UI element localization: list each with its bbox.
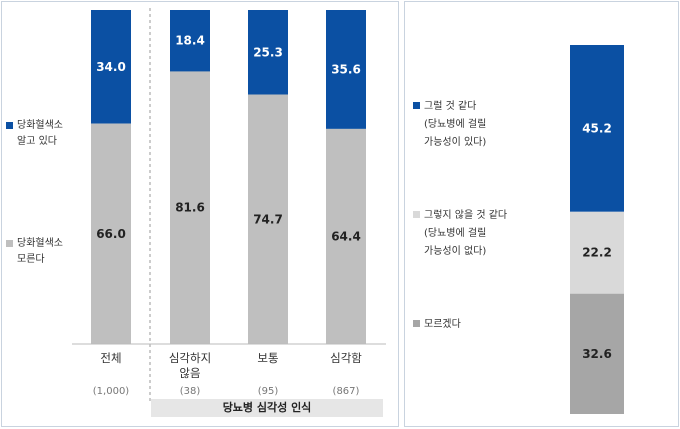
- bar-segment-know: [326, 10, 366, 129]
- data-label-dont-know: 64.4: [331, 229, 361, 243]
- legend-line: 모르겠다: [424, 319, 461, 330]
- x-label-total: 전체: [71, 351, 151, 366]
- legend-swatch-know: [6, 122, 13, 129]
- legend-swatch-dont-know: [6, 240, 13, 247]
- legend-line: 알고 있다: [17, 136, 57, 147]
- x-label-line: 심각함: [330, 351, 362, 365]
- legend-line: 가능성이 있다): [424, 137, 487, 148]
- legend-swatch-likely: [413, 102, 420, 109]
- data-label-know: 35.6: [331, 62, 361, 76]
- bar-segment-unlikely: [570, 211, 624, 294]
- bar-segment-dont-know: [248, 94, 288, 344]
- x-count-not-serious: (38): [179, 386, 201, 397]
- x-label-serious: 심각함: [306, 351, 386, 366]
- bar-segment-dont-know: [170, 71, 210, 345]
- right-chart-panel: [404, 1, 679, 427]
- x-label-not-serious: 심각하지 않음: [150, 351, 230, 381]
- bar-segment-know: [248, 10, 288, 95]
- x-count-serious: (867): [332, 386, 360, 397]
- legend-line: 그럴 것 같다: [424, 101, 477, 112]
- x-label-moderate: 보통: [228, 351, 308, 366]
- bar-segment-dont-know: [570, 293, 624, 414]
- x-count-total: (1,000): [92, 386, 130, 397]
- legend-swatch-dont-know: [413, 320, 420, 327]
- x-label-line: 심각하지: [168, 351, 212, 365]
- data-label-dont-know: 74.7: [253, 212, 283, 226]
- legend-line: 가능성이 없다): [424, 246, 487, 257]
- bar-segment-dont-know: [91, 123, 131, 344]
- x-label-line: 전체: [100, 351, 122, 365]
- data-label-know: 18.4: [175, 34, 205, 48]
- bar-segment-know: [91, 10, 131, 124]
- legend-line: 당화혈색소: [17, 120, 63, 131]
- data-label-likely: 45.2: [582, 121, 612, 135]
- data-label-know: 25.3: [253, 45, 283, 59]
- x-label-line: 않음: [179, 366, 201, 380]
- x-count-moderate: (95): [257, 386, 279, 397]
- bar-segment-know: [170, 10, 210, 72]
- data-label-dont-know: 32.6: [582, 347, 612, 361]
- bar-segment-likely: [570, 45, 624, 212]
- legend-swatch-unlikely: [413, 211, 420, 218]
- data-label-dont-know: 66.0: [96, 227, 126, 241]
- data-label-unlikely: 22.2: [582, 246, 612, 260]
- group-label: 당뇨병 심각성 인식: [151, 399, 383, 417]
- legend-line: (당뇨병에 걸릴: [424, 228, 487, 239]
- legend-line: (당뇨병에 걸릴: [424, 119, 487, 130]
- bar-segment-dont-know: [326, 128, 366, 344]
- data-label-dont-know: 81.6: [175, 201, 205, 215]
- legend-line: 당화혈색소: [17, 238, 63, 249]
- x-label-line: 보통: [257, 351, 279, 365]
- legend-line: 모른다: [17, 254, 45, 265]
- legend-line: 그렇지 않을 것 같다: [424, 210, 508, 221]
- data-label-know: 34.0: [96, 60, 126, 74]
